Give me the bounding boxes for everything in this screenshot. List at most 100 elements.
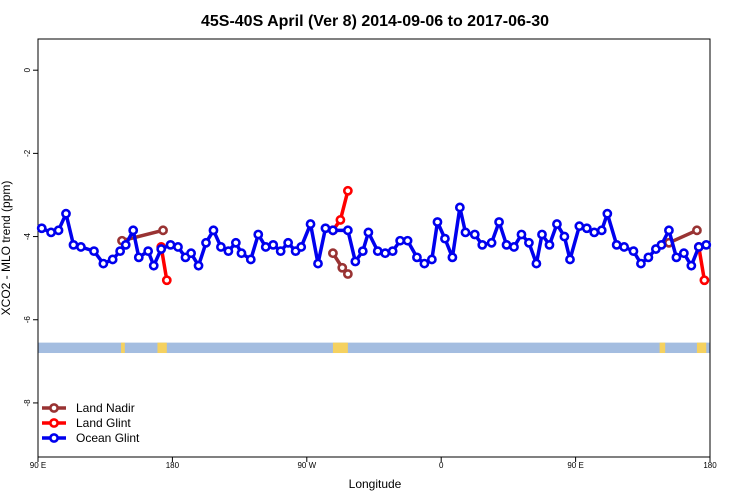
data-point [486, 237, 497, 248]
data-point [320, 223, 331, 234]
data-point [426, 254, 437, 265]
data-point [61, 208, 71, 219]
x-tick-label: 180 [166, 461, 180, 470]
data-point [692, 225, 702, 236]
data-point [230, 237, 241, 248]
ocean-band [38, 342, 710, 354]
data-point [380, 248, 391, 259]
y-axis-label: XCO2 - MLO trend (ppm) [0, 181, 13, 316]
data-point [342, 185, 353, 196]
data-point [477, 239, 488, 250]
data-point [342, 269, 353, 279]
series-1 [156, 185, 710, 286]
data-point [589, 227, 600, 238]
data-point [432, 217, 443, 227]
data-point [643, 252, 654, 263]
data-point [628, 246, 639, 257]
data-point [260, 242, 271, 252]
data-point [236, 248, 247, 259]
land-segment-1 [157, 342, 167, 354]
data-point [469, 229, 480, 240]
data-point [565, 254, 575, 265]
data-point [128, 225, 139, 236]
data-point [68, 239, 79, 250]
y-tick-label: -2 [23, 149, 32, 157]
data-point [387, 246, 398, 257]
data-point [186, 248, 196, 259]
data-point [36, 223, 47, 234]
data-point [193, 260, 204, 271]
data-point [115, 246, 126, 257]
data-point [253, 229, 264, 240]
data-point [531, 258, 542, 269]
data-point [602, 208, 613, 219]
data-point [460, 227, 471, 238]
data-point [537, 229, 547, 240]
y-tick-label: -8 [23, 399, 32, 407]
legend-label: Land Nadir [76, 401, 135, 415]
data-point [268, 239, 279, 250]
y-tick-label: 0 [23, 67, 32, 72]
x-tick-label: 90 E [567, 461, 583, 470]
data-point [671, 252, 682, 263]
data-point [53, 225, 64, 236]
data-point [544, 239, 555, 250]
data-point [98, 258, 109, 269]
data-point [701, 239, 712, 250]
legend-marker [49, 403, 59, 413]
data-point [686, 260, 697, 271]
x-tick-label: 90 E [30, 461, 46, 470]
data-point [76, 242, 86, 252]
data-point [636, 258, 646, 269]
data-point [275, 246, 286, 257]
data-point [395, 235, 406, 246]
data-point [611, 239, 622, 250]
data-point [402, 235, 413, 246]
data-point [363, 227, 374, 238]
data-point [120, 239, 131, 250]
land-ocean-band [38, 342, 710, 354]
land-segment-3 [659, 342, 666, 354]
x-tick-label: 0 [439, 461, 444, 470]
data-point [89, 246, 99, 257]
legend-label: Land Glint [76, 416, 131, 430]
data-point [313, 258, 323, 269]
data-point [46, 227, 56, 238]
data-point [372, 246, 383, 257]
data-point [693, 242, 704, 252]
data-point [208, 225, 219, 236]
data-point [328, 248, 338, 259]
series-layer [36, 185, 712, 286]
data-point [419, 258, 430, 269]
data-point [337, 262, 348, 273]
land-segment-4 [696, 342, 707, 354]
y-tick-label: -6 [23, 316, 32, 324]
data-point [412, 252, 422, 263]
data-point [509, 242, 519, 252]
data-point [161, 275, 172, 286]
series-2 [36, 202, 712, 271]
data-point [524, 237, 534, 248]
land-segment-0 [121, 342, 125, 354]
data-point [699, 275, 710, 286]
land-segment-2 [332, 342, 348, 354]
data-point [574, 221, 585, 232]
data-point [143, 246, 154, 257]
data-point [158, 225, 168, 236]
legend-marker [49, 433, 59, 443]
chart-title: 45S-40S April (Ver 8) 2014-09-06 to 2017… [201, 13, 549, 30]
data-point [501, 239, 512, 250]
data-point [148, 260, 159, 271]
data-point [357, 246, 368, 257]
data-point [133, 252, 144, 263]
data-point [283, 237, 294, 248]
data-point [447, 252, 458, 263]
data-point [664, 225, 674, 236]
data-point [440, 233, 450, 244]
data-point [216, 242, 226, 252]
data-point [245, 254, 256, 265]
data-point [156, 244, 167, 254]
data-point [173, 242, 183, 252]
